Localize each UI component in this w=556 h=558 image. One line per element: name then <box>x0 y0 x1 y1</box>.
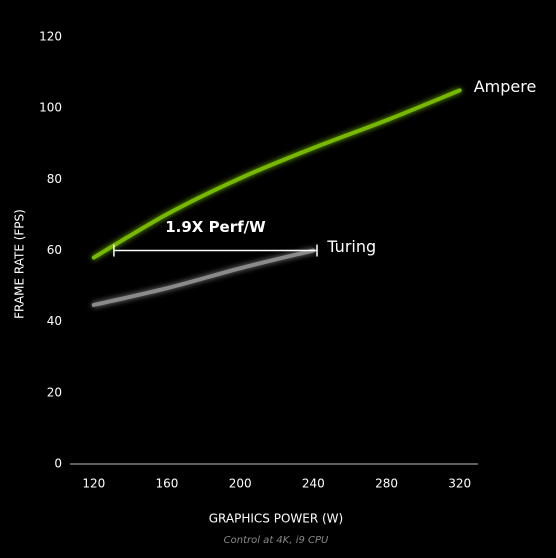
x-tick-label: 240 <box>302 477 325 491</box>
y-tick-label: 120 <box>39 30 62 44</box>
series-label: Ampere <box>474 77 537 96</box>
series-line <box>91 248 316 307</box>
annotation-text: 1.9X Perf/W <box>165 218 266 236</box>
y-tick-label: 60 <box>47 243 62 257</box>
x-tick-label: 320 <box>448 477 471 491</box>
series-line <box>91 88 462 260</box>
y-tick-label: 20 <box>47 385 62 399</box>
chart-note: Control at 4K, i9 CPU <box>224 535 329 546</box>
y-tick-label: 40 <box>47 314 62 328</box>
y-tick-label: 100 <box>39 101 62 115</box>
x-tick-label: 280 <box>375 477 398 491</box>
x-tick-label: 120 <box>82 477 105 491</box>
series-label: Turing <box>326 237 376 256</box>
y-axis-title: FRAME RATE (FPS) <box>13 209 27 319</box>
y-tick-label: 0 <box>54 457 62 471</box>
x-axis-title: GRAPHICS POWER (W) <box>209 512 343 526</box>
x-tick-label: 200 <box>229 477 252 491</box>
x-tick-label: 160 <box>156 477 179 491</box>
y-tick-label: 80 <box>47 172 62 186</box>
